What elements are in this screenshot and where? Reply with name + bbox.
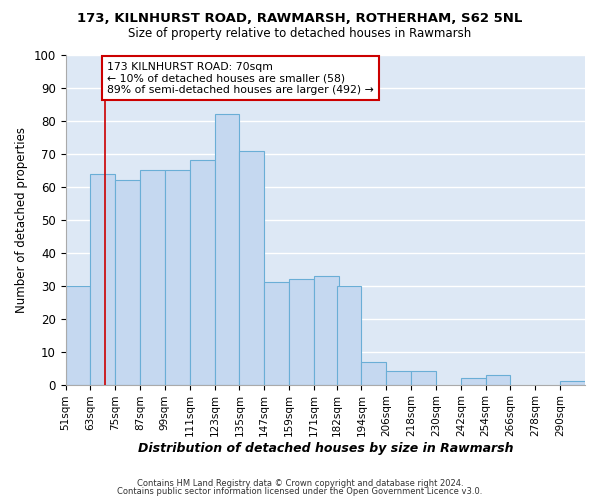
Bar [115, 180, 140, 384]
Bar [560, 382, 585, 384]
Bar [140, 170, 165, 384]
Text: Contains public sector information licensed under the Open Government Licence v3: Contains public sector information licen… [118, 487, 482, 496]
Bar [386, 372, 411, 384]
Bar [215, 114, 239, 384]
Bar [337, 286, 361, 384]
Bar [461, 378, 485, 384]
X-axis label: Distribution of detached houses by size in Rawmarsh: Distribution of detached houses by size … [137, 442, 513, 455]
Bar [190, 160, 215, 384]
Bar [411, 372, 436, 384]
Bar [264, 282, 289, 384]
Bar [314, 276, 339, 384]
Text: Contains HM Land Registry data © Crown copyright and database right 2024.: Contains HM Land Registry data © Crown c… [137, 478, 463, 488]
Bar [239, 150, 264, 384]
Bar [165, 170, 190, 384]
Bar [361, 362, 386, 384]
Text: 173, KILNHURST ROAD, RAWMARSH, ROTHERHAM, S62 5NL: 173, KILNHURST ROAD, RAWMARSH, ROTHERHAM… [77, 12, 523, 26]
Bar [485, 374, 511, 384]
Bar [65, 286, 91, 384]
Y-axis label: Number of detached properties: Number of detached properties [15, 127, 28, 313]
Text: 173 KILNHURST ROAD: 70sqm
← 10% of detached houses are smaller (58)
89% of semi-: 173 KILNHURST ROAD: 70sqm ← 10% of detac… [107, 62, 374, 95]
Bar [289, 279, 314, 384]
Text: Size of property relative to detached houses in Rawmarsh: Size of property relative to detached ho… [128, 28, 472, 40]
Bar [91, 174, 115, 384]
